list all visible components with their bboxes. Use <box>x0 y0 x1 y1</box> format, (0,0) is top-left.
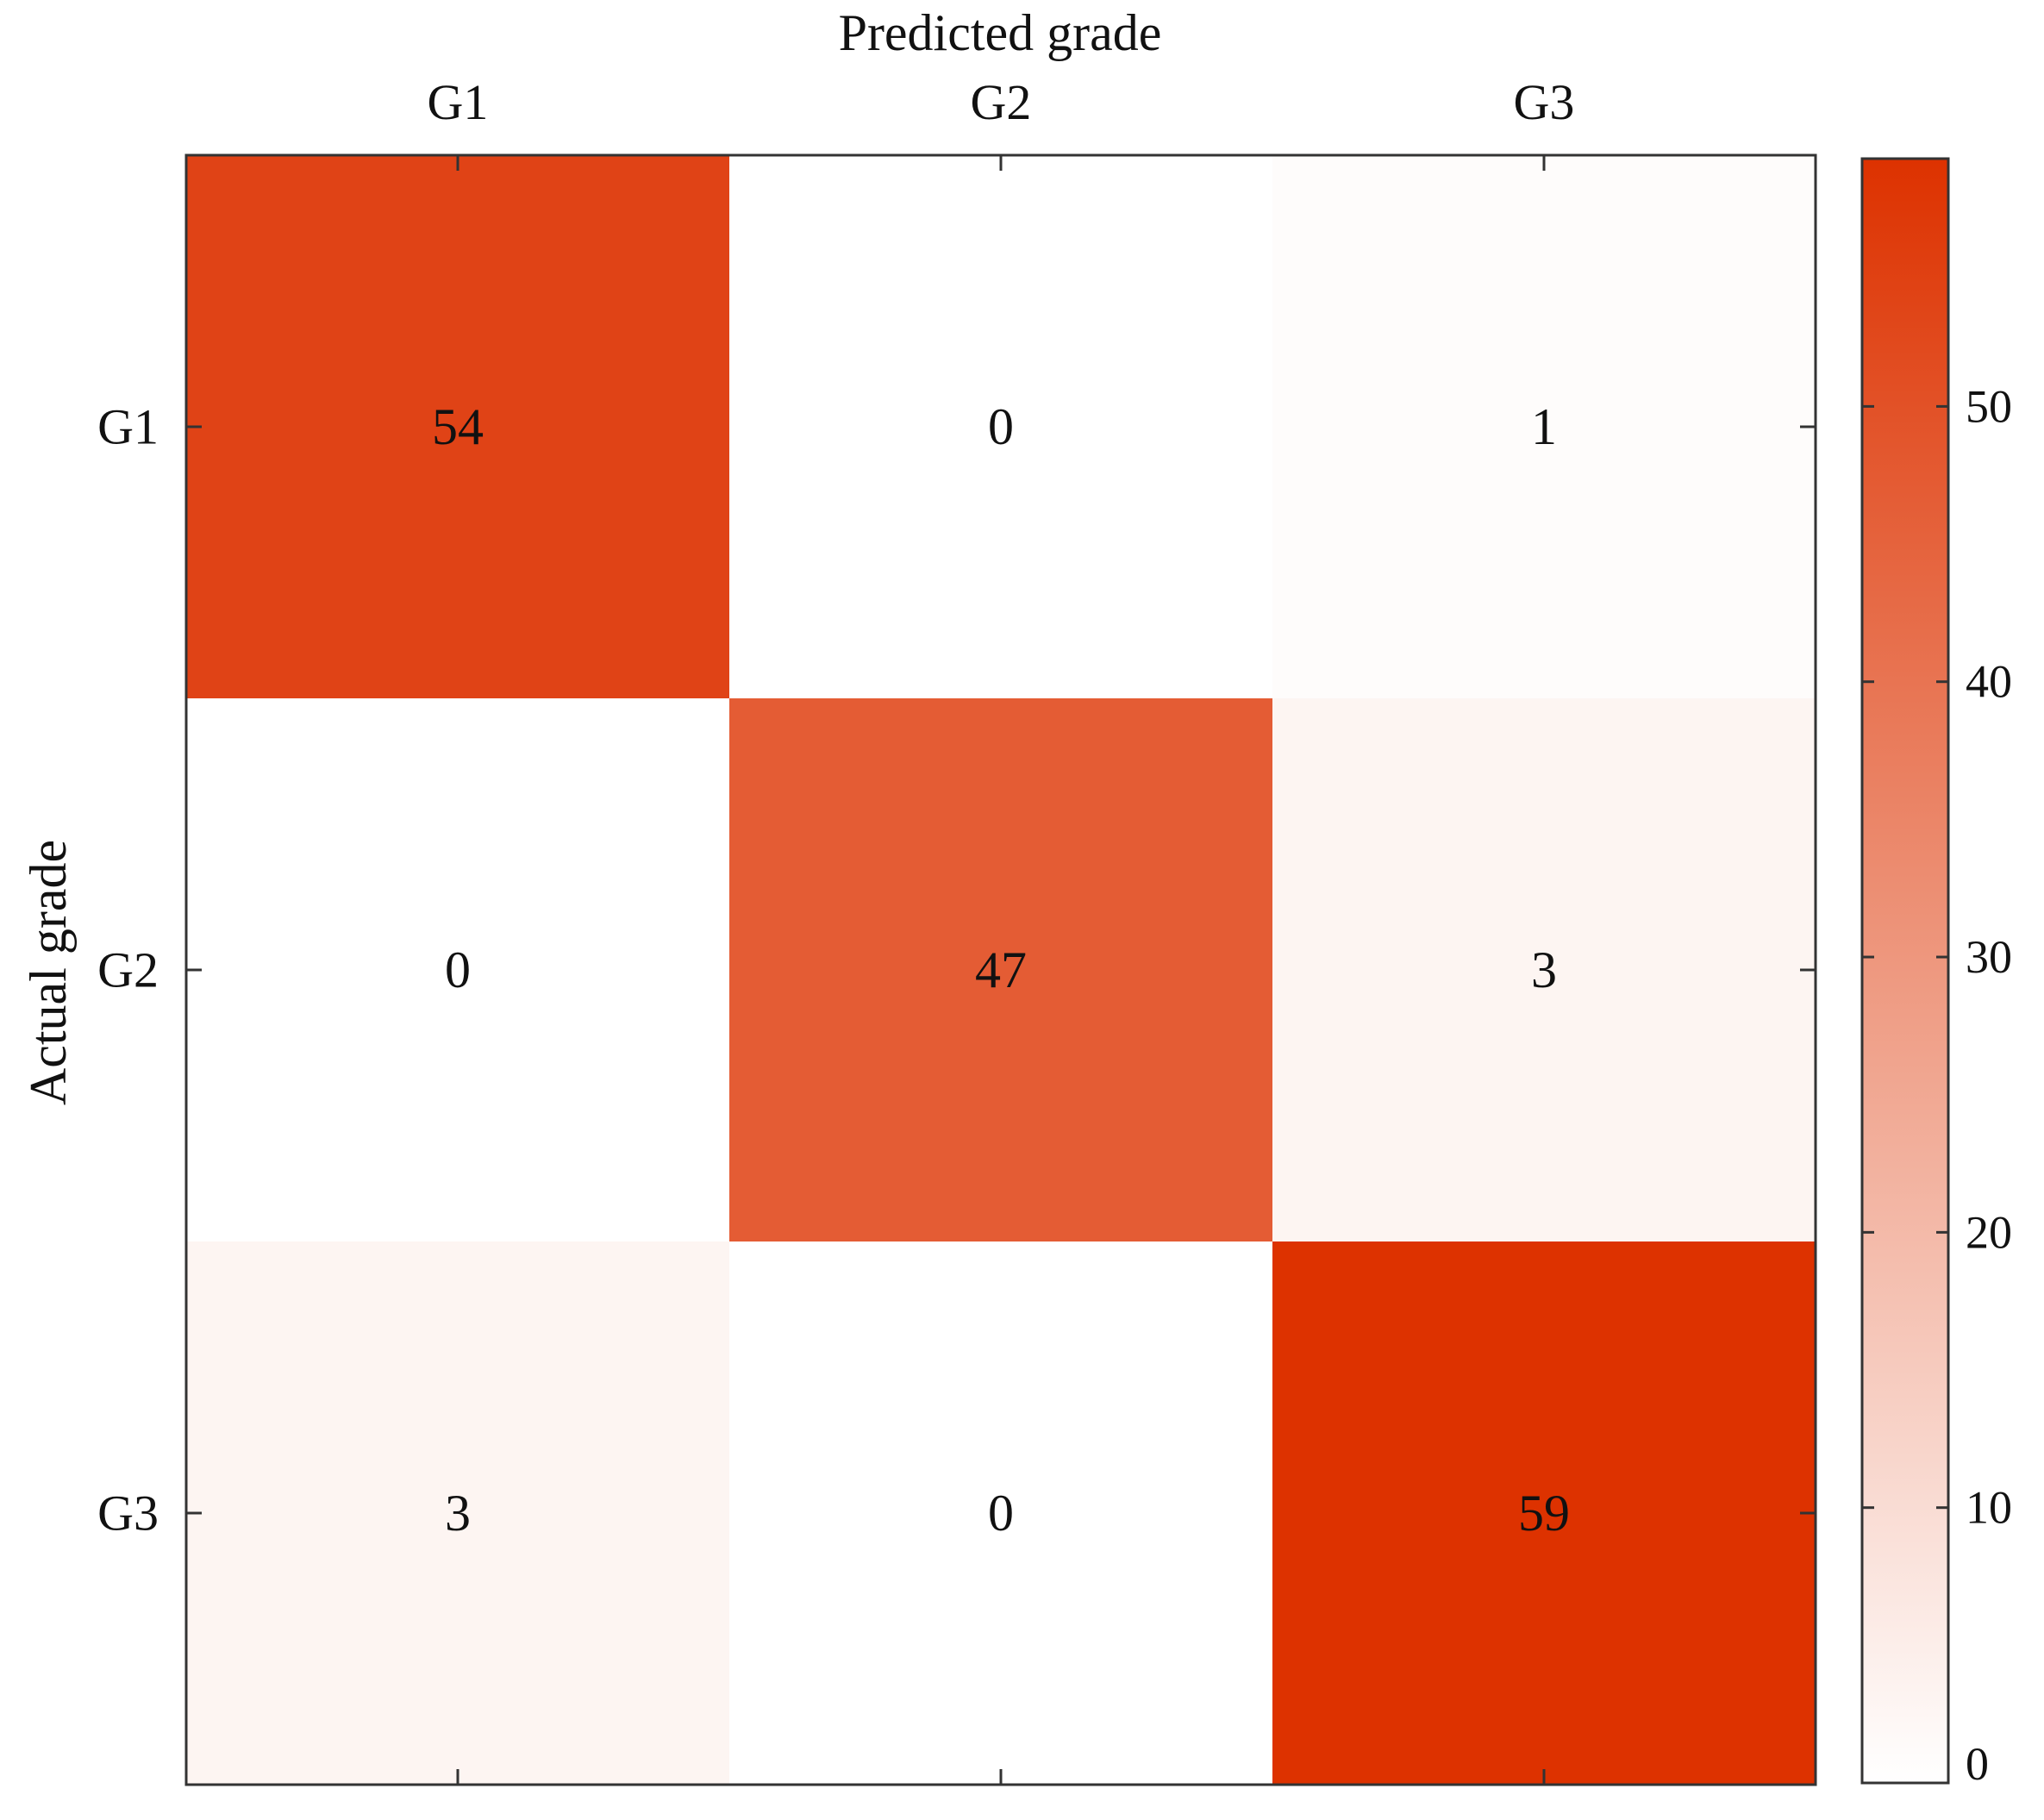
colorbar-ticks <box>1862 404 1948 1785</box>
cell-value-label: 54 <box>432 398 484 455</box>
y-axis-title: Actual grade <box>20 840 77 1105</box>
y-tick-labels: G1 G2 G3 <box>97 399 159 1542</box>
colorbar <box>1860 157 1950 1785</box>
cell-value-label: 0 <box>445 941 471 998</box>
cell-value-label: 3 <box>1531 941 1557 998</box>
x-tick-label: G2 <box>971 74 1032 130</box>
heatmap-cell <box>186 155 730 699</box>
colorbar-tick-label: 50 <box>1966 380 2012 432</box>
colorbar-tick-label: 0 <box>1966 1738 1989 1790</box>
x-axis-title: Predicted grade <box>839 4 1162 61</box>
x-tick-label: G3 <box>1514 74 1575 130</box>
colorbar-tick-label: 10 <box>1966 1482 2012 1534</box>
heatmap-cell <box>1272 155 1816 699</box>
colorbar-tick-labels: 0 10 20 30 40 50 <box>1966 380 2012 1790</box>
axis-ticks <box>186 155 1816 1785</box>
y-tick-label: G1 <box>97 399 159 455</box>
y-tick-label: G2 <box>97 942 159 998</box>
heatmap-cells <box>186 155 1816 1786</box>
colorbar-tick-label: 20 <box>1966 1206 2012 1258</box>
cell-value-label: 0 <box>988 1485 1014 1542</box>
colorbar-tick-label: 40 <box>1966 656 2012 708</box>
heatmap-cell <box>186 698 730 1242</box>
heatmap-cell <box>1272 698 1816 1242</box>
cell-value-label: 59 <box>1518 1485 1570 1542</box>
x-tick-label: G1 <box>428 74 489 130</box>
cell-value-label: 0 <box>988 398 1014 455</box>
heatmap-cell <box>729 155 1273 699</box>
plot-frame <box>184 153 1817 1786</box>
colorbar-tick-label: 30 <box>1966 931 2012 983</box>
x-tick-labels: G1 G2 G3 <box>428 74 1575 130</box>
heatmap-cell <box>729 698 1273 1242</box>
heatmap-cell-labels: 54 0 1 0 47 3 3 0 59 <box>432 398 1570 1542</box>
heatmap-cell <box>1272 1241 1816 1786</box>
cell-value-label: 1 <box>1531 398 1557 455</box>
cell-value-label: 47 <box>975 941 1027 998</box>
heatmap-cell <box>729 1241 1273 1786</box>
cell-value-label: 3 <box>445 1485 471 1542</box>
heatmap-cell <box>186 1241 730 1786</box>
y-tick-label: G3 <box>97 1485 159 1542</box>
